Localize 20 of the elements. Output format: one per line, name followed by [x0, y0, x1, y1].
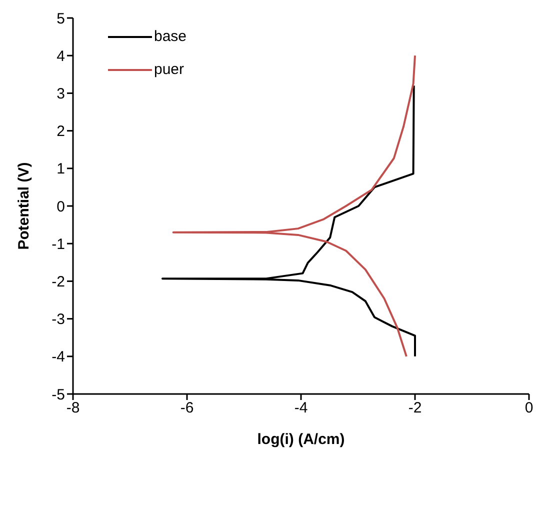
y-tick-label: -4 — [52, 348, 65, 366]
y-tick-label: -5 — [52, 386, 65, 404]
x-tick-label: 0 — [524, 400, 534, 417]
y-tick-label: 1 — [56, 160, 65, 178]
y-axis-title: Potential (V) — [15, 162, 32, 250]
legend-label: puer — [154, 61, 184, 78]
x-tick-label: -4 — [294, 400, 308, 417]
x-tick-label: -6 — [180, 400, 194, 417]
y-tick-label: 3 — [56, 86, 65, 103]
x-axis-title: log(i) (A/cm) — [257, 431, 345, 448]
x-tick-label: -8 — [66, 400, 80, 417]
legend-label: base — [154, 28, 187, 45]
y-tick-label: 5 — [56, 10, 65, 28]
x-tick-label: -2 — [408, 400, 422, 417]
y-tick-label: 2 — [56, 123, 65, 140]
y-tick-label: 0 — [56, 198, 65, 216]
y-tick-label: -1 — [52, 236, 65, 253]
y-tick-label: 4 — [56, 48, 65, 65]
y-tick-label: -2 — [52, 274, 65, 291]
y-tick-label: -3 — [52, 311, 65, 328]
